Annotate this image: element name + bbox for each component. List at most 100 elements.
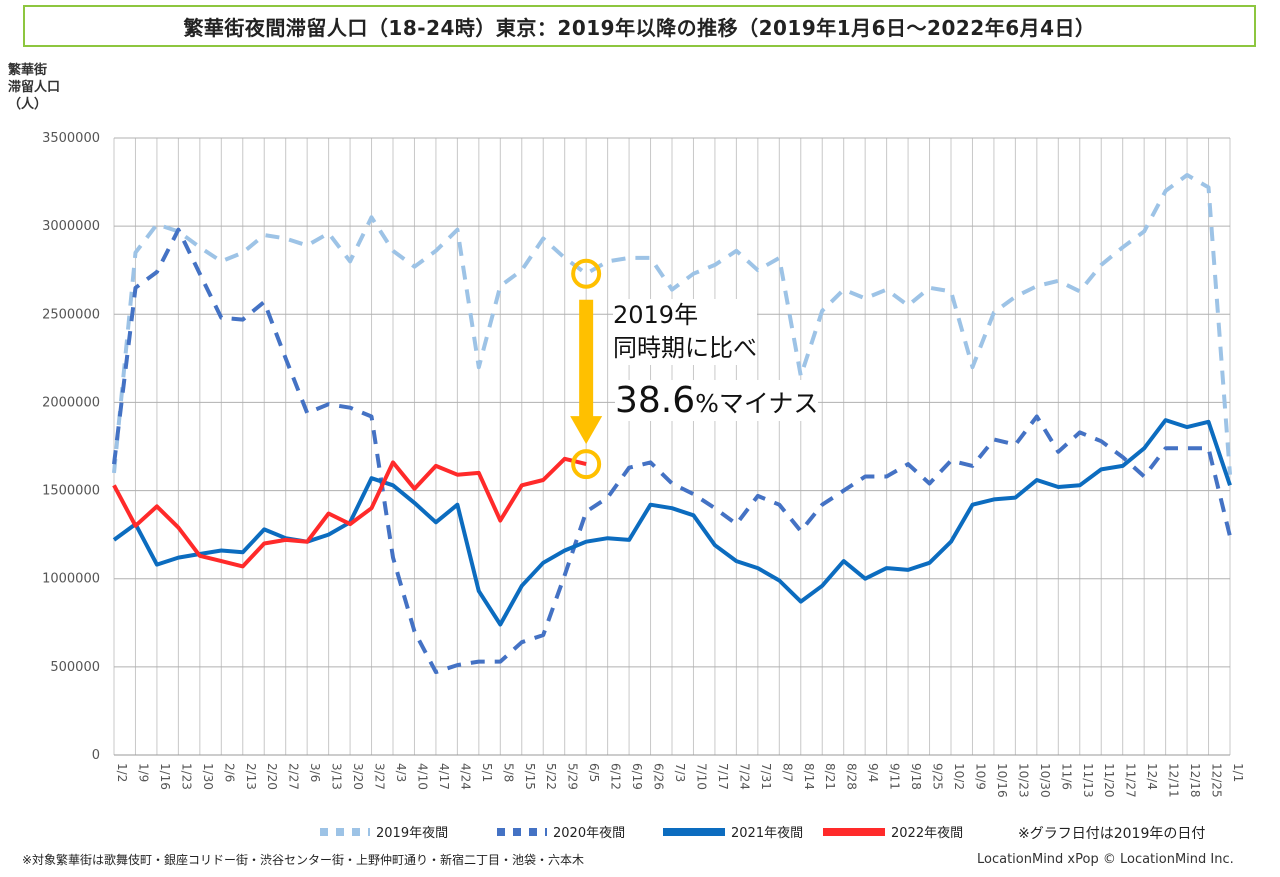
annotation-pct-value: 38.6 (615, 380, 696, 421)
x-tick-label: 7/31 (759, 763, 773, 790)
x-tick-label: 6/5 (587, 763, 601, 782)
x-tick-label: 2/20 (265, 763, 279, 790)
x-tick-label: 12/11 (1167, 763, 1181, 798)
y-tick-label: 1500000 (42, 484, 100, 499)
x-tick-label: 3/27 (373, 763, 387, 790)
x-tick-label: 1/2 (115, 763, 129, 782)
x-tick-label: 11/20 (1102, 763, 1116, 798)
annotation-pct-suffix: %マイナス (695, 389, 819, 418)
date-note: ※グラフ日付は2019年の日付 (1018, 826, 1206, 842)
x-tick-label: 9/4 (866, 763, 880, 782)
x-tick-label: 8/21 (823, 763, 837, 790)
annotation-circle-2022 (571, 449, 602, 480)
x-tick-label: 10/16 (995, 763, 1009, 798)
legend-swatch (823, 827, 885, 836)
legend-swatch (497, 827, 547, 836)
credit-text: LocationMind xPop © LocationMind Inc. (977, 852, 1234, 867)
legend-swatch (663, 827, 725, 836)
x-tick-label: 11/27 (1124, 763, 1138, 798)
x-tick-label: 1/16 (158, 763, 172, 790)
chart-annotation (570, 258, 603, 480)
y-tick-label: 2000000 (42, 395, 100, 410)
x-tick-label: 12/25 (1210, 763, 1224, 798)
legend-item-2019: 2019年夜間 (320, 822, 448, 841)
annotation-arrow-head (570, 416, 603, 445)
x-tick-label: 10/9 (973, 763, 987, 790)
x-tick-label: 6/19 (630, 763, 644, 790)
y-tick-label: 500000 (50, 660, 100, 675)
x-tick-label: 11/13 (1081, 763, 1095, 798)
legend-label: 2021年夜間 (731, 826, 804, 841)
y-tick-label: 3500000 (42, 131, 100, 146)
legend-item-2021: 2021年夜間 (663, 822, 803, 841)
annotation-line-2: 同時期に比べ (613, 334, 757, 362)
x-tick-label: 5/22 (544, 763, 558, 790)
x-tick-label: 2/27 (287, 763, 301, 790)
y-axis-label: 繁華街 滞留人口 （人） (8, 62, 60, 113)
x-tick-label: 4/3 (394, 763, 408, 782)
x-tick-label: 7/17 (716, 763, 730, 790)
legend-swatch (320, 827, 370, 836)
series-line-2019 (112, 173, 1232, 475)
y-axis-label-line-3: （人） (8, 97, 48, 112)
y-tick-label: 2500000 (42, 307, 100, 322)
x-tick-label: 1/1 (1231, 763, 1245, 782)
x-tick-label: 9/18 (909, 763, 923, 790)
x-tick-label: 5/15 (523, 763, 537, 790)
chart-grid (113, 137, 1231, 756)
chart-title-box: 繁華街夜間滞留人口（18-24時）東京：2019年以降の推移（2019年1月6日… (23, 5, 1256, 47)
x-tick-label: 3/13 (330, 763, 344, 790)
x-tick-label: 6/12 (609, 763, 623, 790)
x-axis-ticks: 1/2 1/9 1/16 1/23 1/30 2/6 2/13 2/20 2/27 3/6 3/13… (115, 763, 1245, 798)
x-tick-label: 12/4 (1145, 763, 1159, 790)
annotation-arrow-shaft (579, 299, 594, 419)
y-tick-label: 0 (92, 748, 100, 763)
x-tick-label: 5/8 (501, 763, 515, 782)
x-tick-label: 7/3 (673, 763, 687, 782)
x-tick-label: 12/18 (1188, 763, 1202, 798)
legend-label: 2022年夜間 (891, 826, 964, 841)
x-tick-label: 9/25 (931, 763, 945, 790)
x-tick-label: 4/10 (415, 763, 429, 790)
y-tick-label: 3000000 (42, 219, 100, 234)
x-tick-label: 11/6 (1059, 763, 1073, 790)
x-tick-label: 9/11 (888, 763, 902, 790)
x-tick-label: 2/13 (244, 763, 258, 790)
x-tick-label: 1/30 (201, 763, 215, 790)
x-tick-label: 7/10 (694, 763, 708, 790)
y-axis-ticks: 0 500000 1000000 1500000 2000000 2500000 30000… (42, 131, 100, 763)
legend-label: 2020年夜間 (553, 826, 626, 841)
annotation-text: 2019年 同時期に比べ (613, 299, 757, 365)
y-axis-label-line-2: 滞留人口 (8, 80, 61, 95)
annotation-percentage: 38.6%マイナス (615, 380, 819, 421)
x-tick-label: 10/30 (1038, 763, 1052, 798)
chart-legend: 2019年夜間 2020年夜間 2021年夜間 2022年夜間 (0, 822, 1280, 842)
y-tick-label: 1000000 (42, 572, 100, 587)
x-tick-label: 8/14 (802, 763, 816, 790)
x-tick-label: 4/17 (437, 763, 451, 790)
legend-item-2022: 2022年夜間 (823, 822, 963, 841)
y-axis-label-line-1: 繁華街 (8, 63, 48, 78)
series-line-2022 (112, 456, 587, 569)
annotation-line-1: 2019年 (613, 301, 699, 329)
chart-title: 繁華街夜間滞留人口（18-24時）東京：2019年以降の推移（2019年1月6日… (183, 15, 1096, 40)
x-tick-label: 8/7 (780, 763, 794, 782)
x-tick-label: 5/29 (566, 763, 580, 790)
annotation-circle-2019 (571, 258, 602, 289)
x-tick-label: 1/23 (179, 763, 193, 790)
x-tick-label: 10/23 (1016, 763, 1030, 798)
chart-series (112, 173, 1232, 675)
legend-label: 2019年夜間 (376, 826, 449, 841)
x-tick-label: 6/26 (652, 763, 666, 790)
x-tick-label: 3/6 (308, 763, 322, 782)
x-tick-label: 3/20 (351, 763, 365, 790)
x-tick-label: 5/1 (480, 763, 494, 782)
x-tick-label: 1/9 (136, 763, 150, 782)
x-tick-label: 8/28 (845, 763, 859, 790)
x-tick-label: 10/2 (952, 763, 966, 790)
area-note: ※対象繁華街は歌舞伎町・銀座コリドー街・渋谷センター街・上野仲町通り・新宿二丁目… (22, 853, 585, 867)
legend-item-2020: 2020年夜間 (497, 822, 625, 841)
x-tick-label: 7/24 (737, 763, 751, 790)
x-tick-label: 2/6 (222, 763, 236, 782)
